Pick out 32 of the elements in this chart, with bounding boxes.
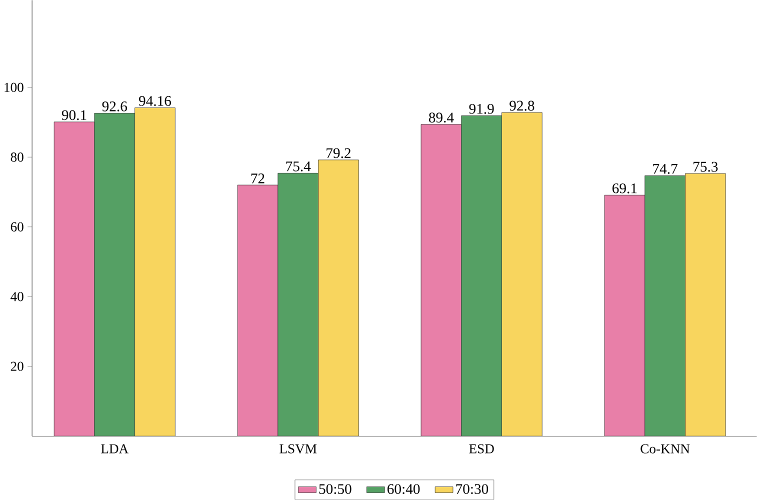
bar (604, 195, 646, 436)
bar (502, 112, 542, 436)
y-tick-label: 20 (10, 362, 24, 372)
y-tick-label: 40 (10, 292, 24, 302)
y-tick-label: 60 (10, 222, 24, 232)
data-label: 79.2 (326, 148, 350, 158)
data-label: 91.9 (469, 104, 494, 114)
x-tick-label: LDA (101, 444, 129, 454)
bar (685, 173, 726, 436)
bar (420, 124, 462, 436)
data-label: 69.1 (612, 184, 637, 194)
data-label: 94.16 (138, 96, 172, 106)
bar (134, 108, 176, 436)
data-label: 75.3 (694, 162, 718, 172)
data-label: 92.8 (510, 100, 534, 111)
bar (318, 160, 359, 436)
legend-label: 50:50 (319, 484, 352, 494)
data-label: 74.7 (653, 164, 678, 174)
legend-label: 60:40 (388, 484, 420, 494)
bar (237, 184, 278, 436)
x-tick-label: ESD (469, 444, 494, 454)
data-label: 92.6 (102, 102, 128, 112)
y-tick-label: 100 (4, 82, 24, 92)
x-tick-label: LSVM (280, 444, 317, 454)
x-tick-label: Co-KNN (640, 444, 690, 454)
legend-label: 70:30 (456, 484, 488, 494)
data-label: 75.4 (286, 162, 311, 172)
data-label: 72 (251, 174, 264, 184)
bar (54, 122, 95, 436)
data-label: 89.4 (428, 112, 454, 123)
data-label: 90.1 (62, 110, 86, 120)
y-tick-label: 80 (10, 152, 24, 162)
